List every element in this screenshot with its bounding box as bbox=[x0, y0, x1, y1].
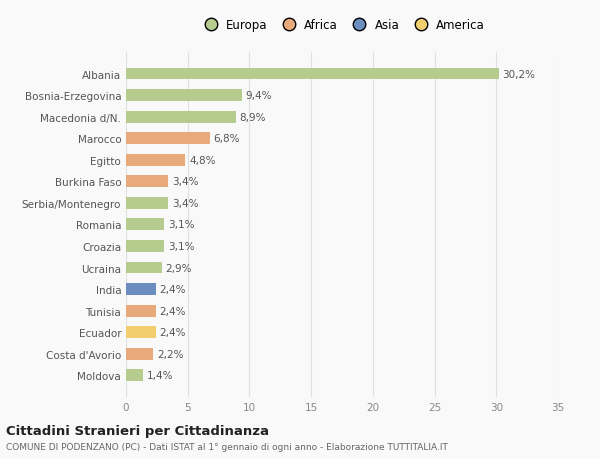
Text: 3,4%: 3,4% bbox=[172, 198, 198, 208]
Bar bbox=[126, 176, 168, 188]
Text: 2,4%: 2,4% bbox=[160, 327, 186, 337]
Bar bbox=[126, 305, 155, 317]
Bar bbox=[126, 241, 164, 252]
Text: 3,1%: 3,1% bbox=[168, 241, 194, 252]
Bar bbox=[126, 155, 185, 166]
Bar bbox=[126, 348, 153, 360]
Bar bbox=[126, 68, 499, 80]
Bar bbox=[126, 133, 210, 145]
Bar bbox=[126, 112, 236, 123]
Text: 2,9%: 2,9% bbox=[166, 263, 192, 273]
Text: 9,4%: 9,4% bbox=[246, 91, 272, 101]
Text: 2,4%: 2,4% bbox=[160, 306, 186, 316]
Text: 30,2%: 30,2% bbox=[502, 69, 535, 79]
Text: 1,4%: 1,4% bbox=[147, 370, 173, 381]
Legend: Europa, Africa, Asia, America: Europa, Africa, Asia, America bbox=[199, 19, 485, 32]
Text: Cittadini Stranieri per Cittadinanza: Cittadini Stranieri per Cittadinanza bbox=[6, 424, 269, 437]
Bar bbox=[126, 262, 162, 274]
Bar bbox=[126, 219, 164, 231]
Bar bbox=[126, 369, 143, 381]
Text: 3,4%: 3,4% bbox=[172, 177, 198, 187]
Bar bbox=[126, 284, 155, 295]
Bar bbox=[126, 326, 155, 338]
Text: 4,8%: 4,8% bbox=[189, 156, 215, 165]
Text: 6,8%: 6,8% bbox=[214, 134, 240, 144]
Text: 2,2%: 2,2% bbox=[157, 349, 184, 359]
Text: 8,9%: 8,9% bbox=[239, 112, 266, 123]
Bar bbox=[126, 90, 242, 102]
Text: COMUNE DI PODENZANO (PC) - Dati ISTAT al 1° gennaio di ogni anno - Elaborazione : COMUNE DI PODENZANO (PC) - Dati ISTAT al… bbox=[6, 442, 448, 451]
Text: 2,4%: 2,4% bbox=[160, 285, 186, 294]
Text: 3,1%: 3,1% bbox=[168, 220, 194, 230]
Bar bbox=[126, 197, 168, 209]
